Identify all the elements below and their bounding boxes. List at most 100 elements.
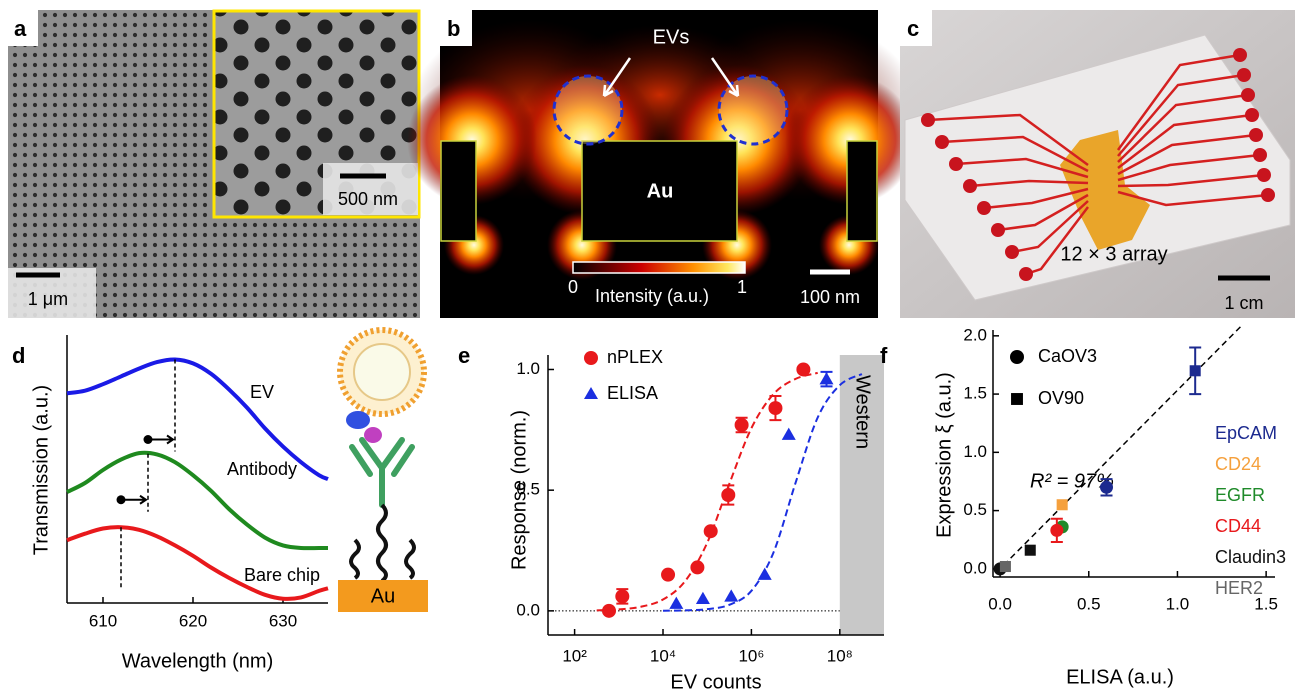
x-tick-label: 10² xyxy=(562,646,587,665)
series-label: EV xyxy=(250,382,274,402)
y-axis-label: Transmission (a.u.) xyxy=(30,385,52,555)
shift-arrow xyxy=(148,436,173,444)
x-tick-label: 630 xyxy=(269,611,297,630)
marker xyxy=(615,589,629,603)
y-tick-label: 1.0 xyxy=(963,442,987,461)
schematic-label: Au xyxy=(371,585,395,607)
scale-label: 100 nm xyxy=(800,287,860,307)
marker xyxy=(669,597,683,609)
marker xyxy=(1190,365,1201,376)
legend-label: Claudin3 xyxy=(1215,547,1286,567)
panel-letter: e xyxy=(458,343,470,368)
marker xyxy=(724,589,738,601)
line-series xyxy=(67,527,328,599)
pad xyxy=(1241,88,1255,102)
legend-label: CD24 xyxy=(1215,454,1261,474)
colorbar-min: 0 xyxy=(568,277,578,297)
linker xyxy=(351,540,359,578)
x-tick-label: 1.0 xyxy=(1166,594,1190,613)
pad xyxy=(1249,128,1263,142)
y-tick-label: 0.5 xyxy=(963,500,987,519)
panel-letter: b xyxy=(447,16,460,41)
annotation: EVs xyxy=(653,26,690,48)
series-label: Bare chip xyxy=(244,565,320,585)
pad xyxy=(991,223,1005,237)
marker xyxy=(768,401,782,415)
au-block xyxy=(847,141,877,241)
y-tick-label: 1.5 xyxy=(963,384,987,403)
x-tick-label: 0.0 xyxy=(988,594,1012,613)
series-label: Antibody xyxy=(227,459,297,479)
protein xyxy=(346,411,370,429)
colorbar-title: Intensity (a.u.) xyxy=(595,286,709,306)
legend-marker xyxy=(584,351,598,365)
pad xyxy=(963,179,977,193)
panel-c: c 12 × 3 array 1 cm xyxy=(900,10,1295,318)
legend-label: ELISA xyxy=(607,383,658,403)
pad xyxy=(921,113,935,127)
legend-label: CaOV3 xyxy=(1038,346,1097,366)
colorbar xyxy=(573,262,745,273)
linker xyxy=(406,540,414,578)
y-tick-label: 2.0 xyxy=(963,325,987,344)
colorbar-max: 1 xyxy=(737,277,747,297)
panel-letter: f xyxy=(880,343,888,368)
pad xyxy=(1253,148,1267,162)
x-axis-label: ELISA (a.u.) xyxy=(1066,666,1174,688)
pad xyxy=(1233,48,1247,62)
pad xyxy=(1257,168,1271,182)
panel-letter: d xyxy=(12,343,25,368)
y-axis-label: Expression ξ (a.u.) xyxy=(933,372,955,538)
annotation: 12 × 3 array xyxy=(1060,243,1167,265)
material-label: Au xyxy=(647,180,674,202)
marker xyxy=(661,568,675,582)
y-axis-label: Response (norm.) xyxy=(508,410,530,570)
pad xyxy=(1261,188,1275,202)
x-tick-label: 0.5 xyxy=(1077,594,1101,613)
legend-marker xyxy=(1010,350,1024,364)
marker xyxy=(758,568,772,580)
marker xyxy=(704,524,718,538)
marker xyxy=(782,428,796,440)
schematic xyxy=(338,330,428,612)
legend-label: HER2 xyxy=(1215,578,1263,598)
marker xyxy=(1100,481,1113,494)
panel-letter: c xyxy=(907,16,919,41)
shift-arrow xyxy=(121,496,146,504)
fit-line xyxy=(997,324,1244,572)
marker xyxy=(696,592,710,604)
protein xyxy=(364,427,382,443)
pad xyxy=(1237,68,1251,82)
au-block xyxy=(441,141,476,241)
marker xyxy=(690,560,704,574)
scale-label: 500 nm xyxy=(338,189,398,209)
marker xyxy=(1025,545,1036,556)
marker xyxy=(796,362,810,376)
linker xyxy=(378,505,386,581)
y-tick-label: 0.0 xyxy=(516,600,540,619)
panel-b: b EVs Au 0 Intensity (a.u.) 1 100 nm xyxy=(407,10,920,318)
shaded-label: Western xyxy=(852,375,874,449)
panel-letter: a xyxy=(14,16,27,41)
pad xyxy=(949,157,963,171)
scale-label: 1 μm xyxy=(28,289,68,309)
legend-marker xyxy=(584,387,598,399)
x-tick-label: 620 xyxy=(179,611,207,630)
legend-label: EpCAM xyxy=(1215,423,1277,443)
legend-label: nPLEX xyxy=(607,347,663,367)
marker xyxy=(735,418,749,432)
y-tick-label: 1.0 xyxy=(516,359,540,378)
legend-label: EGFR xyxy=(1215,485,1265,505)
vesicle-core xyxy=(354,344,410,400)
antibody xyxy=(352,440,412,505)
pad xyxy=(1019,267,1033,281)
x-axis-label: Wavelength (nm) xyxy=(122,650,274,672)
pad xyxy=(1005,245,1019,259)
legend-marker xyxy=(1011,393,1023,405)
x-tick-label: 610 xyxy=(89,611,117,630)
pad xyxy=(935,135,949,149)
marker xyxy=(1050,524,1063,537)
pad xyxy=(977,201,991,215)
y-tick-label: 0.0 xyxy=(963,558,987,577)
fit-curve xyxy=(597,373,818,611)
